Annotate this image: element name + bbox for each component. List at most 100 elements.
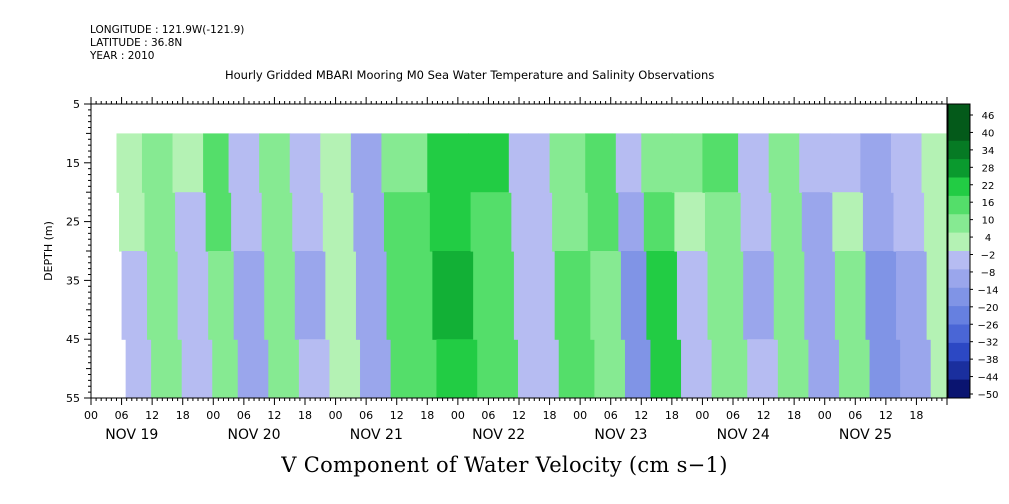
heatmap-cell — [259, 133, 291, 193]
colorbar-swatch — [948, 342, 970, 362]
heatmap-cell — [801, 192, 833, 252]
heatmap-cell — [590, 251, 622, 340]
heatmap-cell — [924, 192, 947, 252]
colorbar-swatch — [948, 379, 970, 399]
x-hour-label: 06 — [726, 409, 740, 422]
heatmap-cell — [549, 133, 586, 193]
heatmap-cell — [554, 251, 591, 340]
heatmap-cell — [513, 251, 556, 340]
heatmap-cell — [624, 339, 652, 398]
heatmap-cell — [429, 192, 472, 252]
heatmap-cell — [594, 339, 626, 398]
heatmap-cell — [747, 339, 779, 398]
colorbar-label: −38 — [977, 355, 998, 366]
heatmap-cell — [237, 339, 269, 398]
heatmap-cell — [436, 339, 478, 398]
heatmap-cell — [773, 251, 805, 340]
heatmap-cell — [890, 133, 923, 193]
x-hour-label: 00 — [573, 409, 587, 422]
colorbar-label: −2 — [981, 251, 996, 262]
x-hour-label: 00 — [84, 409, 98, 422]
heatmap-cell — [141, 133, 174, 193]
colorbar-swatch — [948, 159, 970, 178]
x-date-label: NOV 25 — [839, 427, 892, 440]
colorbar: 46 40 34 28 22 16 10 4 −2 −8 −14 −20 −26 −32 −38 −44 −50 — [947, 103, 999, 401]
heatmap-cell — [896, 251, 928, 340]
heatmap-cell — [292, 192, 324, 252]
heatmap-cell — [681, 339, 713, 398]
x-date-label: NOV 23 — [594, 427, 647, 440]
heatmap-cell — [181, 339, 213, 398]
x-hour-label: 00 — [329, 409, 343, 422]
heatmap-cell — [329, 339, 361, 398]
heatmap-cell — [390, 339, 438, 398]
chart-svg: 5 15 25 35 45 55 00 06 12 18 00 06 12 18 00 06 12 18 00 06… — [42, 97, 999, 440]
colorbar-swatch — [948, 140, 970, 160]
heatmap-cell — [676, 251, 709, 340]
colorbar-label: 4 — [985, 233, 991, 244]
heatmap-cell — [832, 192, 864, 252]
chart-title: Hourly Gridded MBARI Mooring M0 Sea Wate… — [225, 68, 715, 82]
y-tick-label: 15 — [66, 157, 80, 170]
heatmap-cell — [125, 339, 152, 398]
heatmap-cell — [121, 251, 148, 340]
heatmap-cell — [771, 192, 803, 252]
colorbar-label: 16 — [982, 198, 995, 209]
heatmap-cell — [862, 192, 895, 252]
x-hour-label: 12 — [512, 409, 526, 422]
heatmap-cell — [777, 339, 810, 398]
heatmap-cell — [177, 251, 209, 340]
heatmap-cell — [294, 251, 326, 340]
heatmap-cell — [860, 133, 892, 193]
heatmap-cell — [268, 339, 300, 398]
heatmap-cell — [743, 251, 775, 340]
x-hour-label: 00 — [818, 409, 832, 422]
y-tick-label: 5 — [73, 98, 80, 111]
y-axis-label: DEPTH (m) — [42, 221, 55, 281]
heatmap-cell — [674, 192, 706, 252]
heatmap-cell — [208, 251, 235, 340]
x-hour-label: 00 — [695, 409, 709, 422]
heatmap-cell — [473, 251, 515, 340]
heatmap-cell — [707, 251, 744, 340]
heatmap-cell — [615, 133, 642, 193]
colorbar-label: −20 — [977, 303, 998, 314]
heatmap-cell — [427, 133, 469, 193]
colorbar-swatch — [948, 122, 970, 142]
colorbar-label: 34 — [982, 146, 995, 157]
colorbar-label: −44 — [977, 373, 998, 384]
heatmap-cell — [552, 192, 589, 252]
heatmap-cell — [804, 251, 836, 340]
colorbar-label: 10 — [982, 216, 995, 227]
heatmap-cell — [587, 192, 619, 252]
x-date-label: NOV 21 — [350, 427, 403, 440]
heatmap-cell — [768, 133, 800, 193]
heatmap-cell — [558, 339, 596, 398]
heatmap-cell — [740, 192, 772, 252]
x-date-label: NOV 22 — [472, 427, 525, 440]
x-hour-label: 06 — [481, 409, 495, 422]
heatmap-cell — [147, 251, 179, 340]
colorbar-label: 46 — [982, 111, 995, 122]
heatmap-cell — [900, 339, 932, 398]
heatmap-cell — [808, 339, 840, 398]
colorbar-label: 40 — [982, 128, 995, 139]
colorbar-swatch — [948, 195, 970, 215]
x-hour-label: 18 — [665, 409, 679, 422]
x-hour-label: 12 — [145, 409, 159, 422]
colorbar-label: −32 — [977, 338, 998, 349]
heatmap-cell — [320, 133, 352, 193]
heatmap-cell — [477, 339, 519, 398]
heatmap-cell — [360, 339, 392, 398]
colorbar-label: −50 — [977, 390, 998, 401]
x-hour-label: 12 — [634, 409, 648, 422]
heatmap-cell — [711, 339, 748, 398]
heatmap-cell — [203, 133, 230, 193]
heatmap-cell — [231, 192, 263, 252]
heatmap-cell — [517, 339, 560, 398]
colorbar-swatch — [948, 306, 970, 325]
x-hour-label: 18 — [543, 409, 557, 422]
x-axis-label: V Component of Water Velocity (cm s−1) — [281, 453, 728, 477]
x-date-label: NOV 20 — [228, 427, 281, 440]
x-hour-label: 06 — [604, 409, 618, 422]
